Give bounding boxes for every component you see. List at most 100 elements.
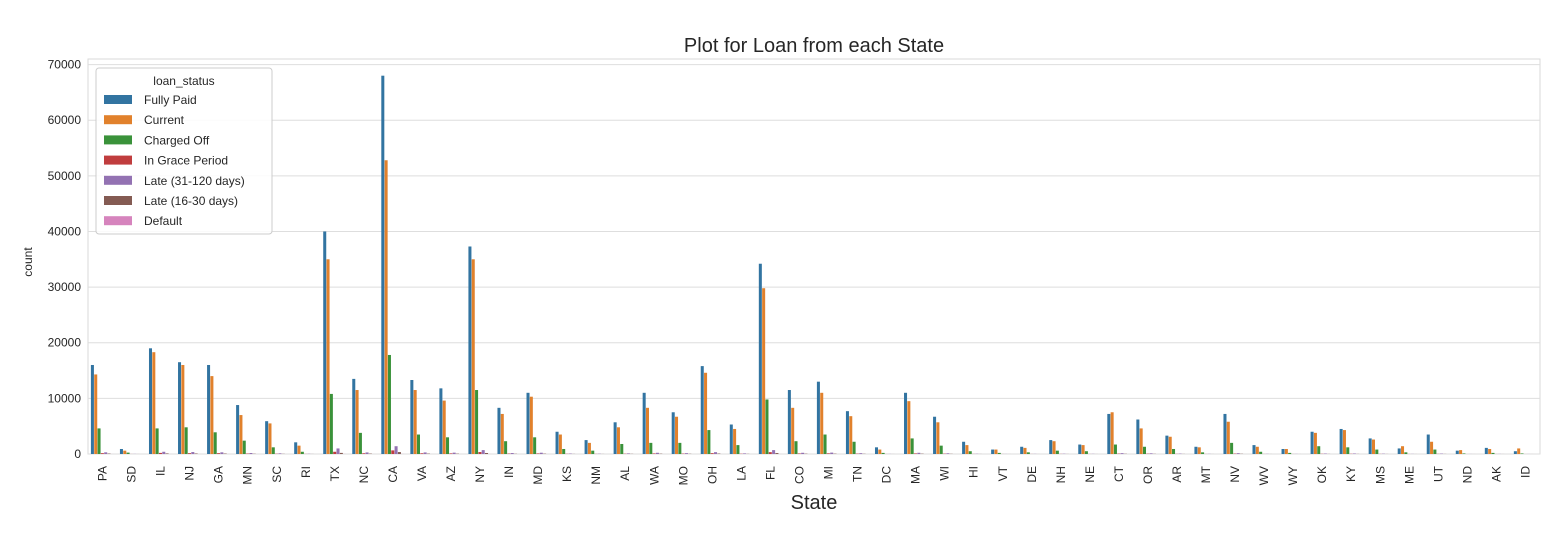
x-tick-label: MI bbox=[822, 466, 836, 479]
bar bbox=[1404, 452, 1408, 454]
bar bbox=[1136, 419, 1140, 454]
bar bbox=[933, 416, 937, 454]
bar bbox=[1488, 448, 1492, 454]
bar bbox=[213, 432, 217, 454]
x-tick-label: AR bbox=[1170, 466, 1184, 483]
bar bbox=[878, 449, 882, 454]
bar bbox=[845, 411, 849, 454]
bar bbox=[94, 374, 98, 454]
bar bbox=[852, 441, 856, 454]
x-tick-label: MA bbox=[909, 466, 923, 484]
x-tick-label: DC bbox=[880, 466, 894, 484]
bar bbox=[775, 453, 779, 454]
x-tick-label: ND bbox=[1460, 466, 1474, 484]
bar bbox=[1020, 446, 1024, 454]
bar bbox=[849, 416, 853, 454]
bar bbox=[823, 434, 827, 454]
bar bbox=[991, 449, 995, 454]
bar bbox=[1352, 453, 1356, 454]
bar bbox=[249, 453, 253, 454]
bar bbox=[410, 380, 414, 454]
bar bbox=[165, 453, 169, 454]
y-tick-label: 20000 bbox=[48, 336, 82, 350]
bar bbox=[768, 452, 772, 454]
bar bbox=[704, 372, 708, 454]
x-tick-label: NC bbox=[357, 466, 371, 484]
bar bbox=[652, 453, 656, 454]
legend-swatch bbox=[104, 95, 132, 104]
bar bbox=[184, 427, 188, 454]
x-tick-label: GA bbox=[212, 466, 226, 483]
bar bbox=[152, 352, 156, 454]
bar bbox=[1223, 413, 1227, 454]
y-tick-label: 50000 bbox=[48, 169, 82, 183]
bar-series bbox=[90, 75, 1534, 454]
bar bbox=[1149, 453, 1153, 454]
bar bbox=[300, 451, 304, 454]
bar bbox=[1375, 449, 1379, 454]
bar bbox=[859, 453, 863, 454]
bar bbox=[416, 434, 420, 454]
bar bbox=[207, 364, 211, 454]
legend-label: Charged Off bbox=[144, 133, 210, 147]
bar bbox=[1139, 428, 1143, 454]
x-tick-label: NM bbox=[589, 466, 603, 485]
bar bbox=[323, 231, 327, 454]
bar bbox=[736, 445, 740, 454]
bar bbox=[816, 381, 820, 454]
bar bbox=[148, 348, 152, 454]
bar bbox=[123, 450, 127, 454]
bar bbox=[1430, 441, 1434, 454]
bar bbox=[1081, 445, 1085, 454]
bar bbox=[297, 445, 301, 454]
bar bbox=[97, 428, 101, 454]
bar bbox=[352, 378, 356, 454]
bar bbox=[100, 453, 104, 454]
bar bbox=[1113, 444, 1117, 454]
x-tick-label: MS bbox=[1373, 466, 1387, 484]
bar bbox=[178, 362, 182, 454]
bar bbox=[126, 452, 130, 454]
bar bbox=[584, 440, 588, 454]
bar bbox=[997, 452, 1001, 454]
bar bbox=[413, 390, 417, 454]
bar bbox=[620, 443, 624, 454]
bar bbox=[271, 447, 275, 454]
bar bbox=[529, 396, 533, 454]
plot-area bbox=[87, 58, 1541, 455]
bar bbox=[1346, 447, 1350, 454]
bar bbox=[801, 452, 805, 454]
legend-items: Fully Paid Current Charged Off In Grace Per… bbox=[104, 93, 245, 228]
bar bbox=[1517, 448, 1521, 454]
bar bbox=[797, 453, 801, 454]
bar bbox=[626, 453, 630, 454]
bar bbox=[1313, 432, 1317, 454]
bar bbox=[420, 453, 424, 454]
bar bbox=[387, 354, 391, 454]
bar bbox=[645, 407, 649, 454]
bar bbox=[1520, 453, 1524, 454]
bar bbox=[362, 453, 366, 454]
legend-box bbox=[95, 67, 273, 235]
bar bbox=[678, 442, 682, 454]
bar bbox=[336, 448, 340, 454]
bar bbox=[191, 452, 195, 454]
bar bbox=[917, 452, 921, 454]
bar bbox=[936, 422, 940, 454]
bar bbox=[329, 393, 333, 454]
bar bbox=[939, 445, 943, 454]
bar bbox=[1049, 440, 1053, 454]
legend-swatch bbox=[104, 135, 132, 145]
bar bbox=[762, 288, 766, 454]
bar bbox=[423, 452, 427, 454]
x-tick-label: VT bbox=[996, 465, 1010, 481]
x-tick-label: AK bbox=[1489, 466, 1503, 482]
bar bbox=[591, 450, 595, 454]
x-tick-label: DE bbox=[1025, 466, 1039, 483]
bar bbox=[962, 441, 966, 454]
x-tick-label: NV bbox=[1228, 466, 1242, 483]
bar bbox=[90, 364, 94, 454]
bar bbox=[910, 438, 914, 454]
bar bbox=[217, 453, 221, 454]
